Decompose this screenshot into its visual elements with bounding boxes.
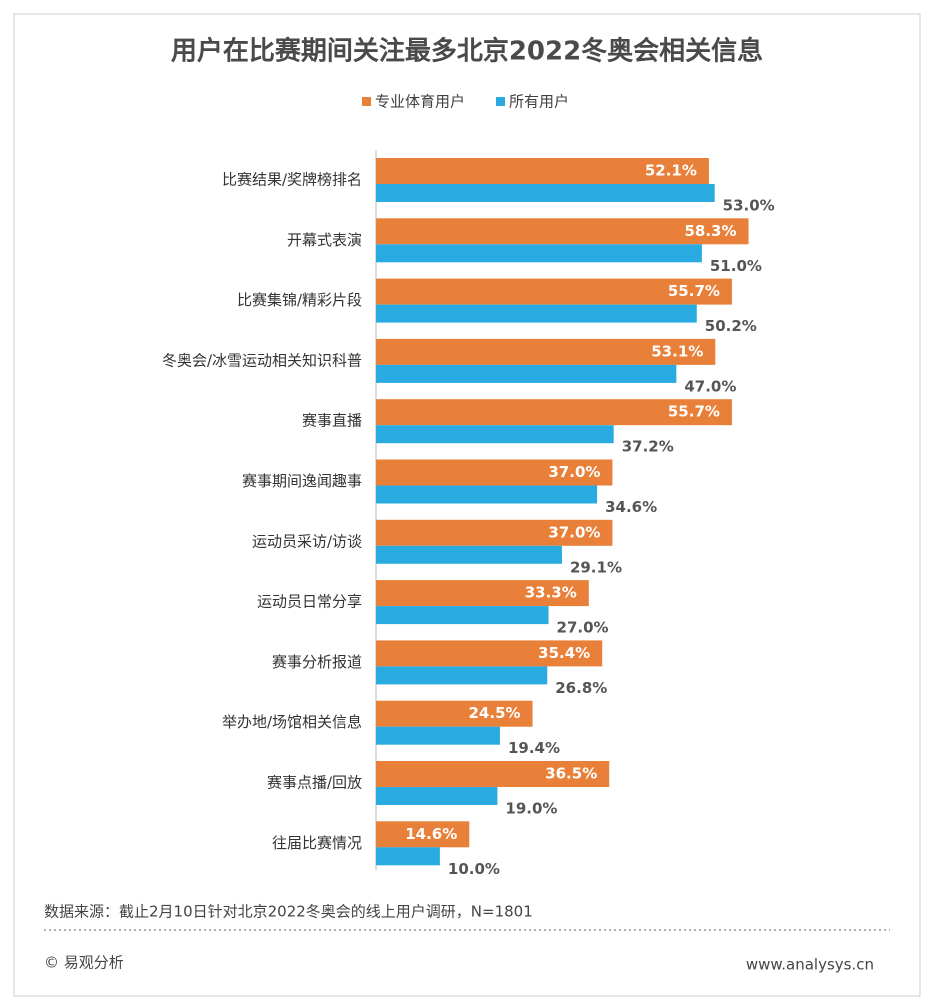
category-label: 举办地/场馆相关信息 <box>222 713 362 731</box>
bar <box>376 278 732 305</box>
category-label: 运动员日常分享 <box>257 593 362 611</box>
value-label: 55.7% <box>668 282 720 300</box>
bar <box>376 666 548 685</box>
value-label: 35.4% <box>538 644 590 662</box>
value-label: 14.6% <box>405 825 457 843</box>
value-label: 29.1% <box>570 558 622 576</box>
legend-swatch <box>362 97 371 106</box>
category-label: 赛事点播/回放 <box>267 774 362 792</box>
value-label: 37.0% <box>548 463 600 481</box>
bar <box>376 184 715 202</box>
bar <box>376 761 610 787</box>
value-label: 19.4% <box>508 739 560 757</box>
category-label: 赛事直播 <box>302 412 362 430</box>
bar <box>376 399 732 426</box>
category-label: 赛事期间逸闻趣事 <box>242 472 362 490</box>
category-label: 运动员采访/访谈 <box>252 532 362 550</box>
bar <box>376 821 470 848</box>
category-label: 赛事分析报道 <box>272 653 362 671</box>
bar <box>376 338 716 365</box>
value-label: 52.1% <box>645 162 697 180</box>
value-label: 37.0% <box>548 523 600 541</box>
legend-swatch <box>496 97 505 106</box>
bar <box>376 459 613 486</box>
value-label: 10.0% <box>448 860 500 878</box>
category-label: 比赛结果/奖牌榜排名 <box>222 171 362 189</box>
value-label: 53.0% <box>723 197 775 215</box>
bar <box>376 218 749 245</box>
bar <box>376 580 589 607</box>
legend-label: 专业体育用户 <box>375 93 465 111</box>
bar <box>376 787 498 805</box>
bar <box>376 545 562 564</box>
copyright: © 易观分析 <box>44 954 124 972</box>
bar <box>376 304 697 323</box>
value-label: 50.2% <box>705 317 757 335</box>
value-label: 19.0% <box>505 800 557 818</box>
frame <box>13 13 921 997</box>
source-note: 数据来源：截止2月10日针对北京2022冬奥会的线上用户调研，N=1801 <box>44 903 533 921</box>
bar <box>376 364 677 383</box>
bar <box>376 847 440 866</box>
bar <box>376 244 702 263</box>
bar <box>376 640 603 667</box>
category-label: 比赛集锦/精彩片段 <box>237 291 362 309</box>
bar <box>376 485 598 504</box>
value-label: 53.1% <box>651 342 703 360</box>
value-label: 34.6% <box>605 498 657 516</box>
bar <box>376 425 614 444</box>
value-label: 36.5% <box>545 765 597 783</box>
bar <box>376 726 500 745</box>
value-label: 27.0% <box>557 619 609 637</box>
value-label: 37.2% <box>622 438 674 456</box>
website: www.analysys.cn <box>746 956 874 974</box>
chart-title: 用户在比赛期间关注最多北京2022冬奥会相关信息 <box>171 36 763 67</box>
category-label: 开幕式表演 <box>287 231 362 249</box>
value-label: 26.8% <box>555 679 607 697</box>
category-label: 往届比赛情况 <box>272 834 362 852</box>
bar <box>376 519 613 546</box>
bar <box>376 700 533 727</box>
bar <box>376 158 709 184</box>
value-label: 58.3% <box>684 222 736 240</box>
value-label: 51.0% <box>710 257 762 275</box>
category-label: 冬奥会/冰雪运动相关知识科普 <box>162 351 362 369</box>
legend-label: 所有用户 <box>509 93 569 111</box>
value-label: 33.3% <box>525 584 577 602</box>
value-label: 24.5% <box>469 704 521 722</box>
value-label: 55.7% <box>668 403 720 421</box>
bar <box>376 606 549 625</box>
value-label: 47.0% <box>684 377 736 395</box>
